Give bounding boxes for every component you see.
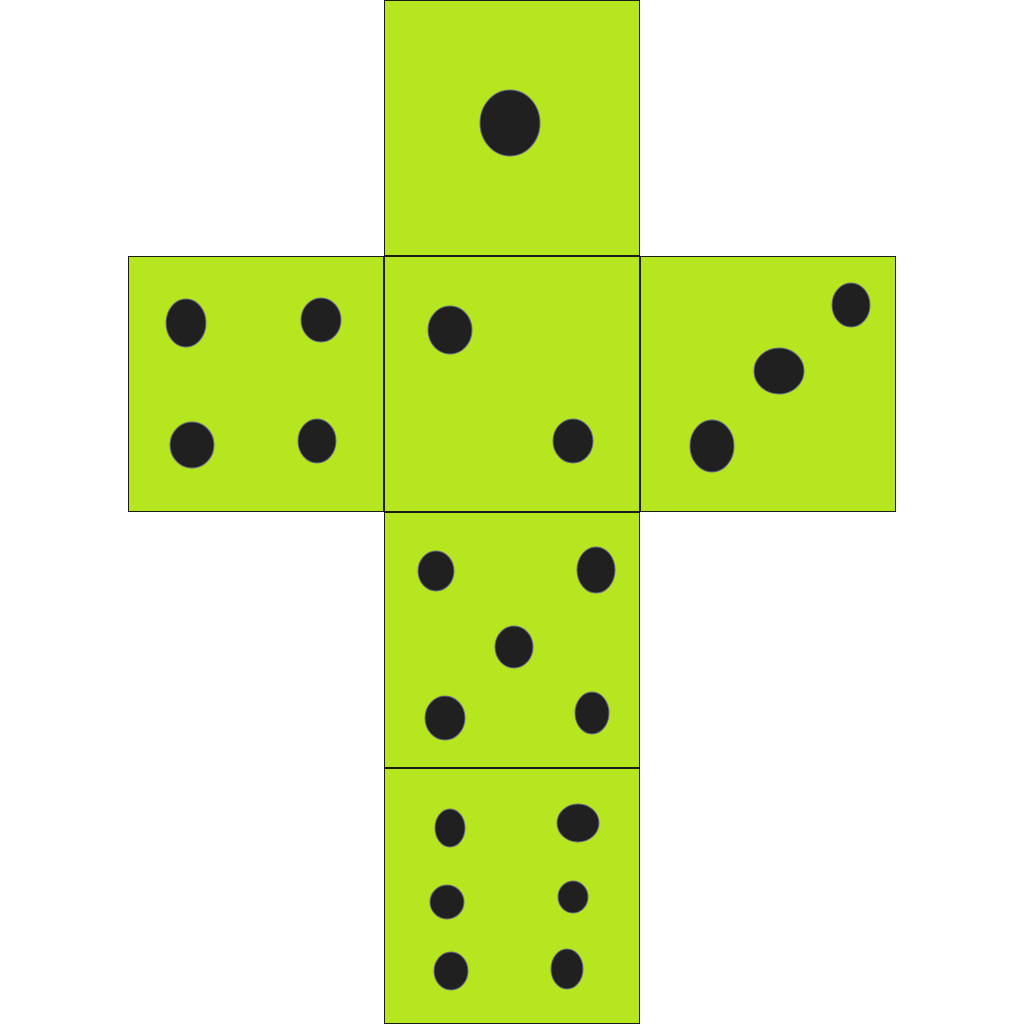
face-right-pip-3 xyxy=(689,419,735,473)
face-top-group xyxy=(384,0,640,256)
face-center xyxy=(384,256,640,512)
face-bottom-pip-5 xyxy=(433,951,469,991)
face-right-group xyxy=(640,256,896,512)
face-lower-pip-5 xyxy=(574,691,610,735)
face-left xyxy=(128,256,384,512)
face-left-group xyxy=(128,256,384,512)
face-left-pip-3 xyxy=(169,421,215,469)
face-bottom-pip-2 xyxy=(556,803,600,843)
face-lower-group xyxy=(384,512,640,768)
face-center-group xyxy=(384,256,640,512)
face-lower-pip-2 xyxy=(576,546,616,594)
face-bottom-group xyxy=(384,768,640,1024)
face-right-pip-1 xyxy=(831,282,871,328)
face-center-pip-2 xyxy=(552,418,594,464)
face-left-pip-2 xyxy=(300,297,342,343)
face-left-pip-4 xyxy=(297,418,337,464)
face-lower-pip-4 xyxy=(424,695,466,741)
face-bottom-pip-1 xyxy=(434,808,466,848)
face-bottom-pip-4 xyxy=(557,880,589,914)
face-lower-pip-3 xyxy=(494,625,534,669)
face-lower-pip-1 xyxy=(417,550,455,592)
face-left-pip-1 xyxy=(165,298,207,348)
face-center-pip-1 xyxy=(427,305,473,355)
face-bottom-pip-6 xyxy=(550,948,584,990)
face-bottom xyxy=(384,768,640,1024)
face-bottom-pip-3 xyxy=(429,884,465,920)
face-right-pip-2 xyxy=(753,347,805,395)
face-top-pip-1 xyxy=(479,89,541,157)
